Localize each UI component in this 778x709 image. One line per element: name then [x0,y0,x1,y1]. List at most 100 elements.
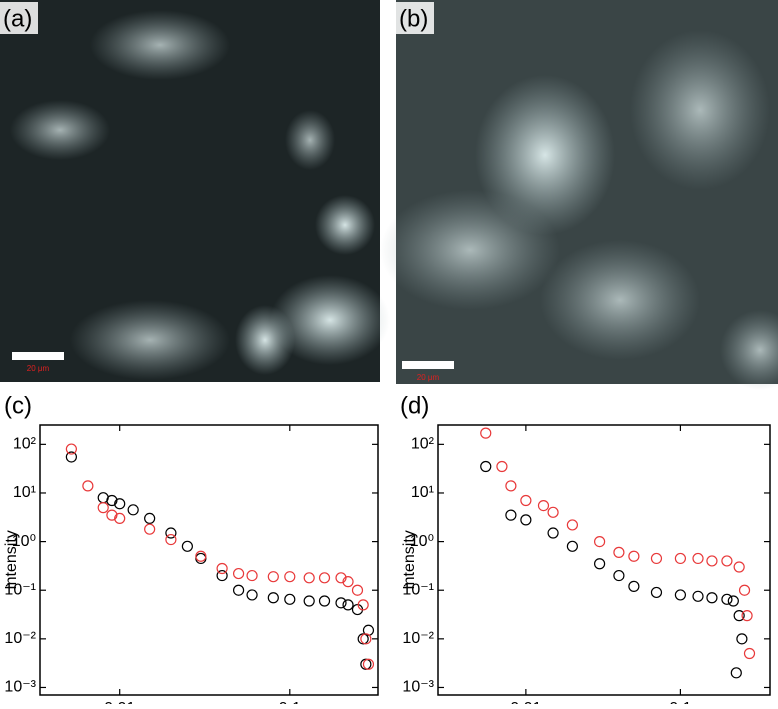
data-point [97,502,109,514]
data-point [738,584,751,596]
y-tick-label: 10⁻³ [402,679,434,696]
data-point [613,569,625,582]
y-tick-label: 10⁰ [410,533,434,550]
label-bg [396,2,434,34]
scale-bar-label: 20 μm [27,364,50,373]
data-point [165,533,177,546]
x-tick-label: 0.01 [104,700,135,704]
data-point [284,571,296,583]
data-point [303,572,315,584]
y-axis-title: Intensity [3,530,20,590]
data-point [360,633,372,645]
y-tick-label: 10⁻² [4,630,36,647]
data-point [335,572,347,584]
data-point [195,550,207,562]
data-point [613,546,625,558]
y-tick-label: 10⁻¹ [402,581,434,598]
data-point [303,595,315,607]
data-point [106,509,118,521]
data-point [114,512,126,524]
data-point [674,589,687,601]
data-point [362,658,375,670]
data-point [727,595,739,607]
data-point [721,555,733,567]
data-point [692,552,704,565]
data-point [505,509,517,521]
data-point [267,571,279,583]
data-point [566,519,578,531]
panel-label: (b) [399,5,428,32]
data-point [246,569,258,582]
data-point [628,580,640,592]
data-point [181,540,193,552]
scale-bar-label: 20 μm [417,373,440,382]
data-point [216,569,228,582]
data-point [537,499,550,512]
y-tick-label: 10¹ [13,484,36,501]
y-tick-label: 10⁻³ [4,679,36,696]
data-point [706,592,718,604]
y-tick-label: 10¹ [411,484,434,501]
data-point [547,506,559,518]
data-point [318,572,331,584]
data-point [496,460,508,473]
data-point [480,427,492,439]
data-point [216,562,228,575]
data-point [650,586,663,599]
data-point [706,555,718,567]
data-point [480,460,492,473]
y-tick-label: 10² [13,436,37,453]
y-tick-label: 10⁻¹ [4,581,36,598]
data-point [82,480,94,492]
x-tick-label: 0.01 [510,700,541,704]
data-point [284,593,296,605]
data-point [594,535,606,548]
panel-label: (d) [400,392,429,419]
data-point [144,512,156,524]
data-point [736,633,748,645]
data-point [127,504,139,516]
data-point [165,527,177,539]
data-point [318,595,331,607]
data-point [743,647,756,660]
data-point [267,592,279,604]
data-point [733,610,745,622]
data-point [351,584,364,596]
y-tick-label: 10² [411,436,435,453]
y-tick-label: 10⁰ [12,533,36,550]
data-point [674,552,687,565]
image-a [0,0,390,382]
image-b [380,0,778,390]
data-point [246,589,258,601]
data-point [730,667,742,679]
data-point [520,514,532,526]
data-point [65,451,77,463]
data-point [594,558,606,570]
plot-frame [39,424,379,696]
y-tick-label: 10⁻² [402,630,434,647]
data-point [547,527,559,539]
data-point [195,552,207,565]
data-point [335,597,347,609]
data-point [520,494,532,507]
data-point [65,443,77,455]
label-bg [0,2,38,34]
panel-label: (c) [4,392,32,419]
data-point [232,567,245,580]
y-axis-title: Intensity [401,530,418,590]
data-point [692,590,704,602]
data-point [342,576,354,588]
data-point [741,610,753,622]
data-point [357,599,369,611]
data-point [566,540,578,552]
data-point [505,480,517,492]
data-point [114,498,126,510]
x-tick-label: 0.1 [279,700,301,704]
data-point [360,658,372,670]
x-tick-label: 0.1 [669,700,691,704]
data-point [628,550,640,562]
data-point [733,561,745,573]
data-point [144,523,156,535]
data-point [232,584,245,596]
